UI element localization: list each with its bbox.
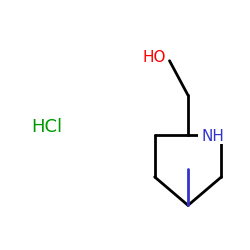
Text: NH: NH xyxy=(201,128,224,144)
FancyBboxPatch shape xyxy=(141,49,168,65)
Text: HO: HO xyxy=(143,50,167,64)
Text: HCl: HCl xyxy=(32,118,63,136)
FancyBboxPatch shape xyxy=(198,128,228,144)
